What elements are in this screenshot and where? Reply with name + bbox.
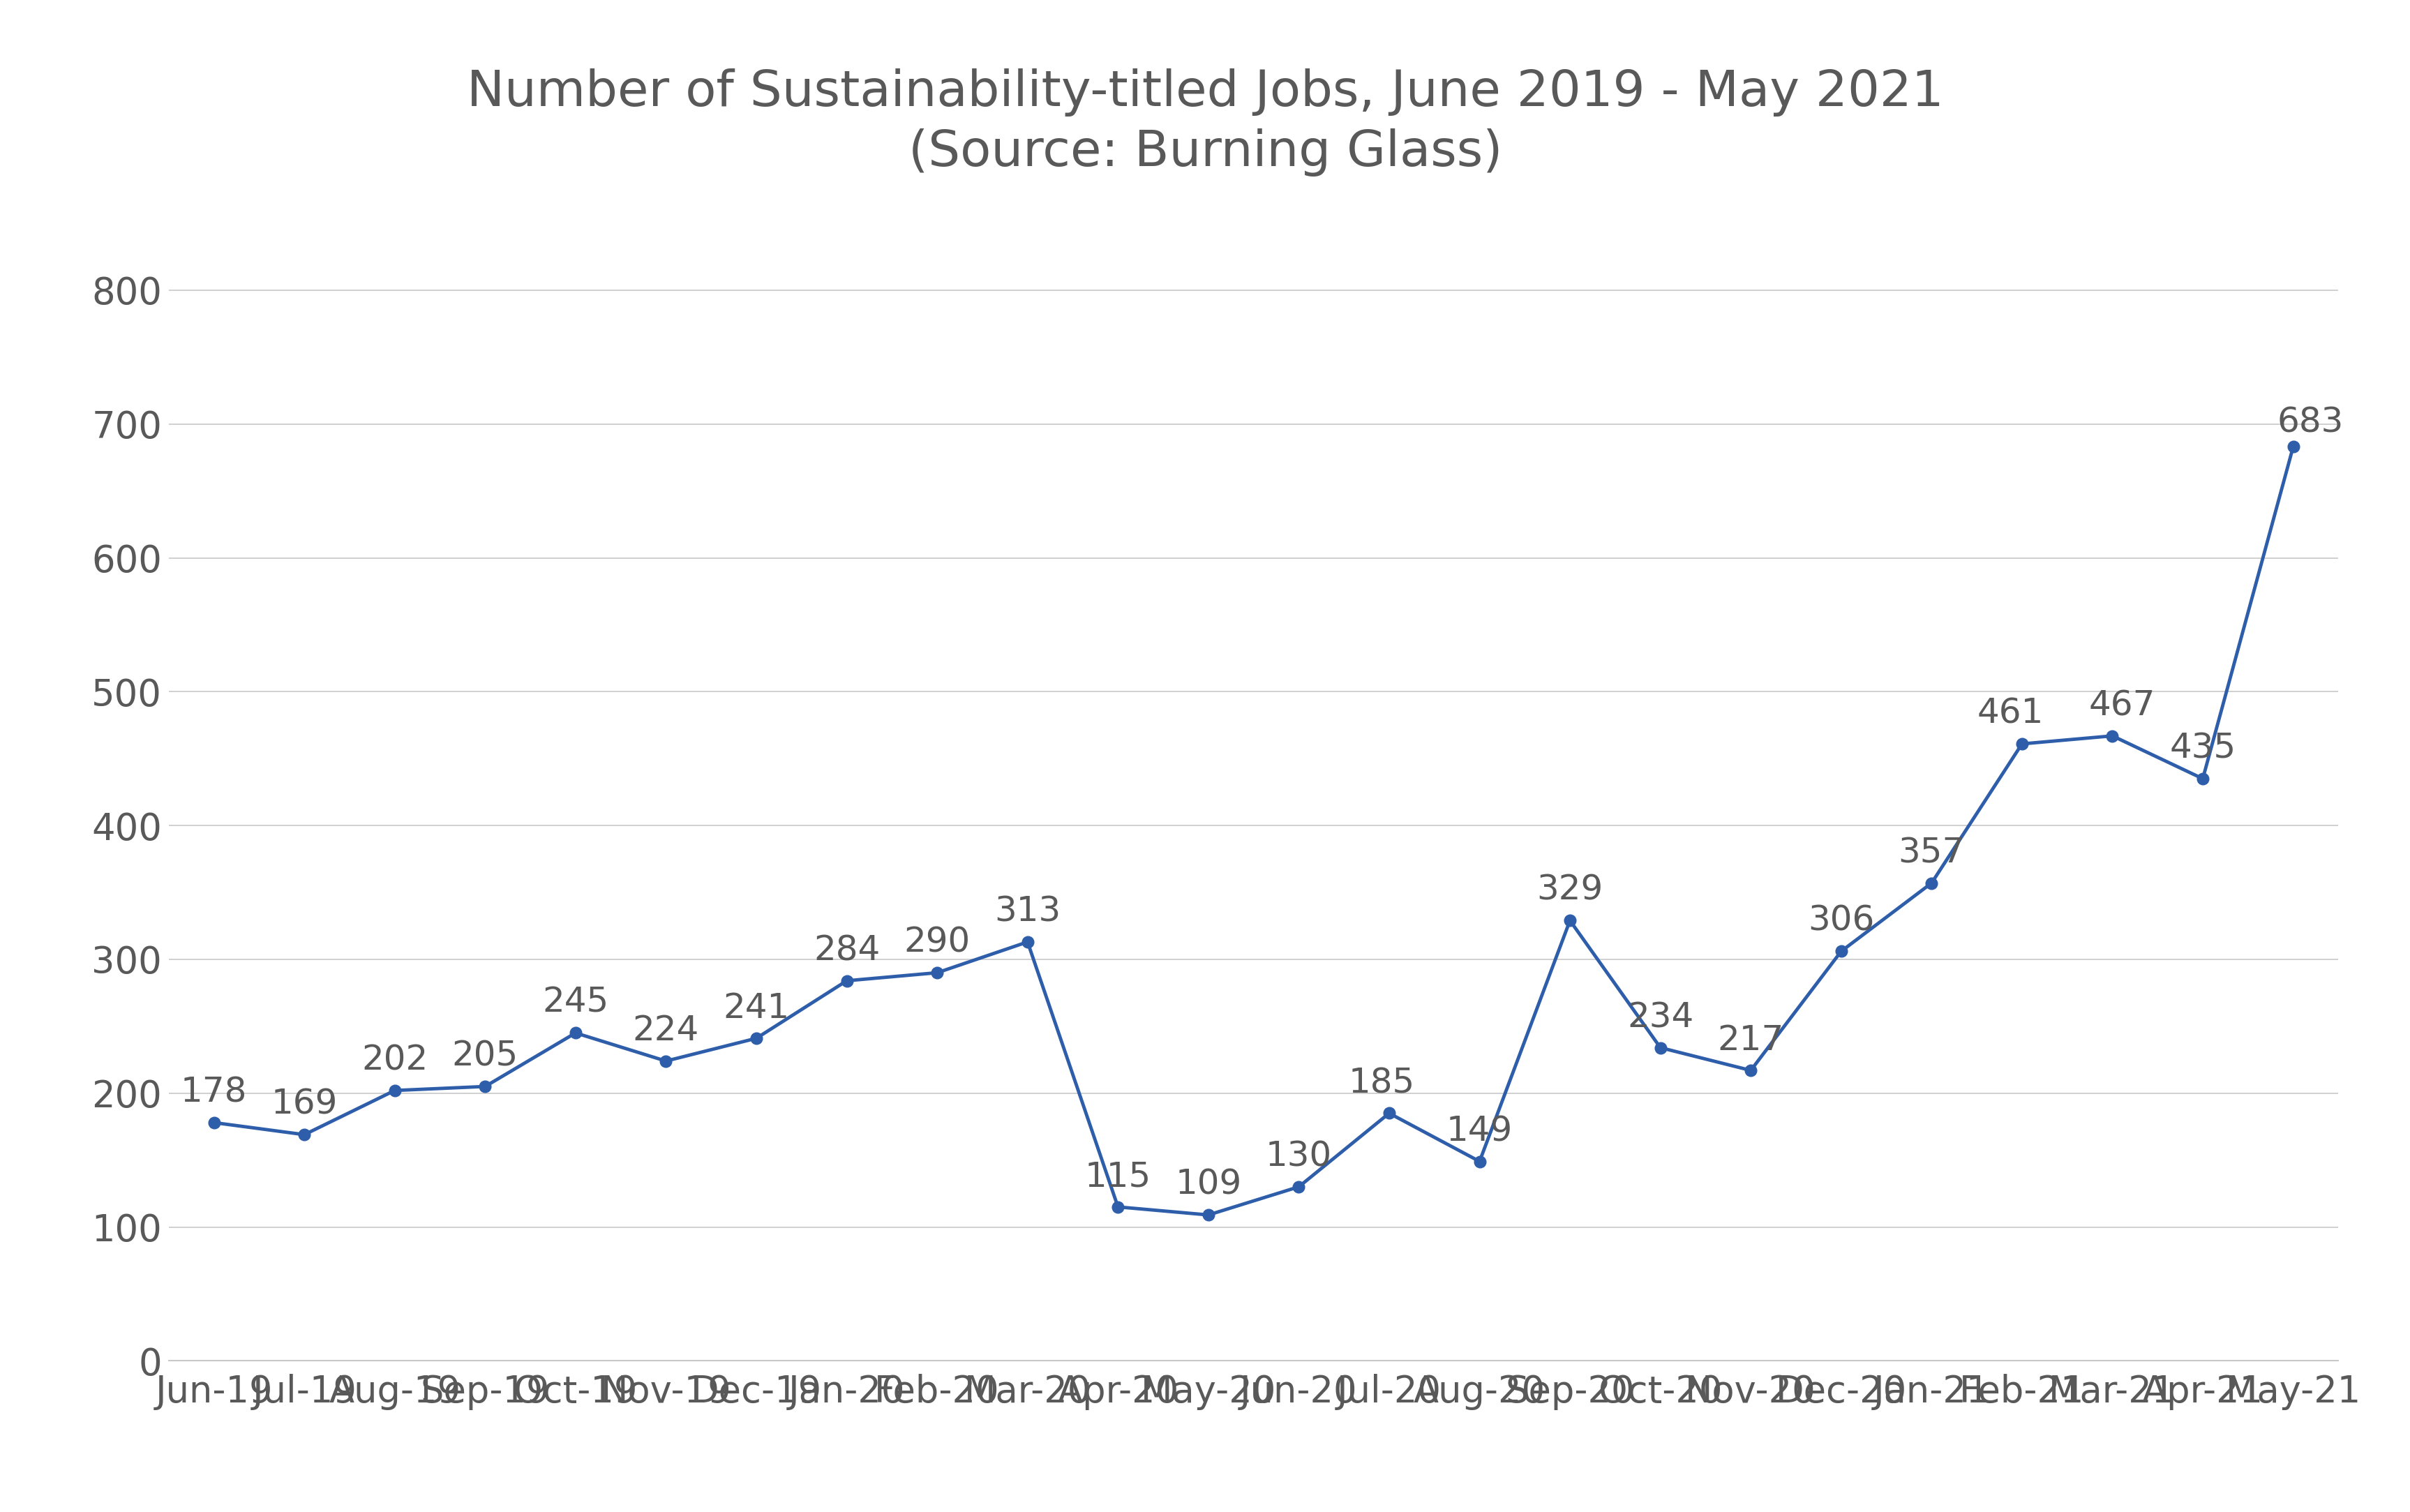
Text: 115: 115 [1084, 1160, 1152, 1193]
Text: 109: 109 [1174, 1167, 1241, 1202]
Text: 306: 306 [1807, 904, 1875, 937]
Text: 178: 178 [181, 1075, 248, 1108]
Text: (Source: Burning Glass): (Source: Burning Glass) [909, 129, 1501, 177]
Text: 461: 461 [1976, 697, 2044, 730]
Text: 185: 185 [1347, 1066, 1415, 1099]
Text: 217: 217 [1716, 1024, 1783, 1057]
Text: 290: 290 [904, 925, 971, 959]
Text: 245: 245 [542, 986, 610, 1019]
Text: 683: 683 [2277, 405, 2343, 438]
Text: 313: 313 [993, 895, 1060, 928]
Text: 205: 205 [451, 1039, 518, 1074]
Text: 202: 202 [362, 1043, 429, 1077]
Text: 329: 329 [1535, 874, 1603, 907]
Text: 130: 130 [1265, 1140, 1333, 1173]
Text: 149: 149 [1446, 1114, 1513, 1148]
Text: 467: 467 [2087, 689, 2155, 723]
Text: 435: 435 [2169, 732, 2236, 765]
Text: 357: 357 [1897, 836, 1964, 869]
Text: 224: 224 [631, 1015, 699, 1048]
Text: 241: 241 [723, 992, 790, 1025]
Text: 169: 169 [270, 1087, 337, 1120]
Text: 284: 284 [812, 934, 880, 968]
Text: 234: 234 [1627, 1001, 1694, 1034]
Text: Number of Sustainability-titled Jobs, June 2019 - May 2021: Number of Sustainability-titled Jobs, Ju… [468, 68, 1942, 116]
